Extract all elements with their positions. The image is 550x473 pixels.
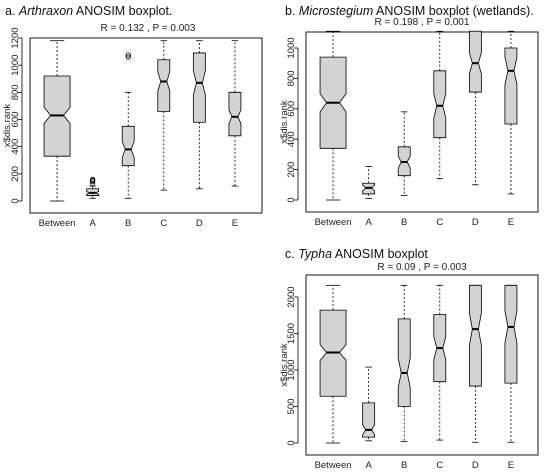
- y-tick-label: 0: [10, 198, 21, 203]
- box-c: [157, 40, 171, 191]
- panel-genus: Microstegium: [299, 4, 373, 18]
- box-a: [362, 366, 376, 442]
- panel-1: a. Arthraxon ANOSIM boxplot. R = 0.132 , …: [2, 4, 263, 229]
- box-b: [121, 52, 135, 199]
- notched-box: [468, 284, 482, 387]
- notched-box: [121, 125, 135, 167]
- panel-2: b. Microstegium ANOSIM boxplot (wetlands…: [279, 4, 539, 228]
- y-tick-label: 1000: [10, 55, 21, 76]
- box-d: [468, 30, 482, 186]
- x-tick-label: B: [401, 217, 407, 228]
- panel-letter: a.: [5, 4, 19, 18]
- notched-box: [504, 47, 518, 125]
- y-tick-label: 800: [286, 70, 297, 86]
- y-tick-label: 1000: [286, 37, 297, 58]
- panel-genus: Typha: [298, 247, 332, 261]
- box-between: [319, 284, 347, 444]
- y-tick-label: 200: [286, 162, 297, 178]
- panel-title: b. Microstegium ANOSIM boxplot (wetlands…: [285, 4, 534, 18]
- panel-title-rest: ANOSIM boxplot.: [73, 4, 172, 18]
- x-tick-label: C: [436, 460, 443, 471]
- x-tick-label: E: [508, 217, 514, 228]
- notched-box: [192, 52, 206, 123]
- box-c: [433, 30, 447, 180]
- notched-box: [397, 318, 411, 407]
- y-tick-label: 0: [286, 197, 297, 202]
- anosim-stat: R = 0.198 , P = 0.001: [375, 17, 470, 28]
- y-tick-label: 600: [286, 101, 297, 117]
- anosim-stat: R = 0.09 , P = 0.003: [377, 262, 467, 273]
- x-tick-label: D: [472, 217, 479, 228]
- y-tick-label: 500: [286, 399, 297, 415]
- x-tick-label: A: [365, 217, 372, 228]
- box-e: [504, 30, 518, 195]
- box-between: [319, 30, 347, 201]
- y-tick-label: 400: [286, 131, 297, 147]
- x-tick-label: Between: [315, 460, 352, 471]
- panel-title: a. Arthraxon ANOSIM boxplot.: [5, 4, 172, 18]
- y-axis-label: x$dis.rank: [279, 100, 290, 144]
- x-tick-label: C: [160, 218, 167, 229]
- y-tick-label: 200: [10, 166, 21, 182]
- x-tick-label: B: [125, 218, 131, 229]
- box-b: [397, 284, 411, 442]
- x-tick-label: C: [436, 217, 443, 228]
- y-tick-label: 800: [10, 84, 21, 100]
- x-tick-label: B: [401, 460, 407, 471]
- x-tick-label: D: [472, 460, 479, 471]
- y-tick-label: 400: [10, 139, 21, 155]
- box-e: [228, 40, 242, 187]
- notched-box: [157, 59, 171, 112]
- plot-frame: [29, 37, 263, 214]
- panel-genus: Arthraxon: [18, 4, 73, 18]
- x-tick-label: Between: [315, 217, 352, 228]
- outlier-point: [90, 176, 96, 182]
- x-tick-label: Between: [39, 218, 76, 229]
- panel-title-rest: ANOSIM boxplot (wetlands).: [373, 4, 533, 18]
- x-tick-label: E: [232, 218, 238, 229]
- x-tick-label: D: [196, 218, 203, 229]
- notched-box: [468, 30, 482, 93]
- x-tick-label: A: [89, 218, 96, 229]
- box-d: [192, 40, 206, 190]
- box-c: [433, 284, 447, 441]
- panel-title-rest: ANOSIM boxplot: [332, 247, 428, 261]
- x-tick-label: A: [365, 460, 372, 471]
- box-b: [397, 111, 411, 196]
- box-e: [504, 284, 518, 443]
- panel-title: c. Typha ANOSIM boxplot: [285, 247, 428, 261]
- y-tick-label: 0: [286, 440, 297, 445]
- anosim-stat: R = 0.132 , P = 0.003: [101, 23, 196, 34]
- panel-letter: b.: [285, 4, 299, 18]
- box-d: [468, 284, 482, 443]
- plot-frame: [305, 31, 539, 213]
- y-tick-label: 1500: [286, 323, 297, 344]
- box-a: [362, 166, 376, 199]
- outlier-point: [125, 54, 131, 60]
- notched-box: [433, 70, 447, 139]
- notched-box: [228, 91, 242, 137]
- notched-box: [362, 402, 376, 438]
- y-tick-label: 1200: [10, 27, 21, 48]
- y-axis-label: x$dis.rank: [2, 104, 13, 148]
- x-tick-label: E: [508, 460, 514, 471]
- y-tick-label: 1000: [286, 359, 297, 380]
- notched-box: [504, 284, 518, 384]
- outlier-point: [125, 52, 131, 58]
- y-axis-label: x$dis.rank: [279, 343, 290, 387]
- plot-frame: [305, 274, 539, 456]
- y-tick-label: 2000: [286, 286, 297, 307]
- box-a: [86, 176, 100, 199]
- panel-letter: c.: [285, 247, 298, 261]
- box-between: [43, 40, 71, 202]
- y-tick-label: 600: [10, 112, 21, 128]
